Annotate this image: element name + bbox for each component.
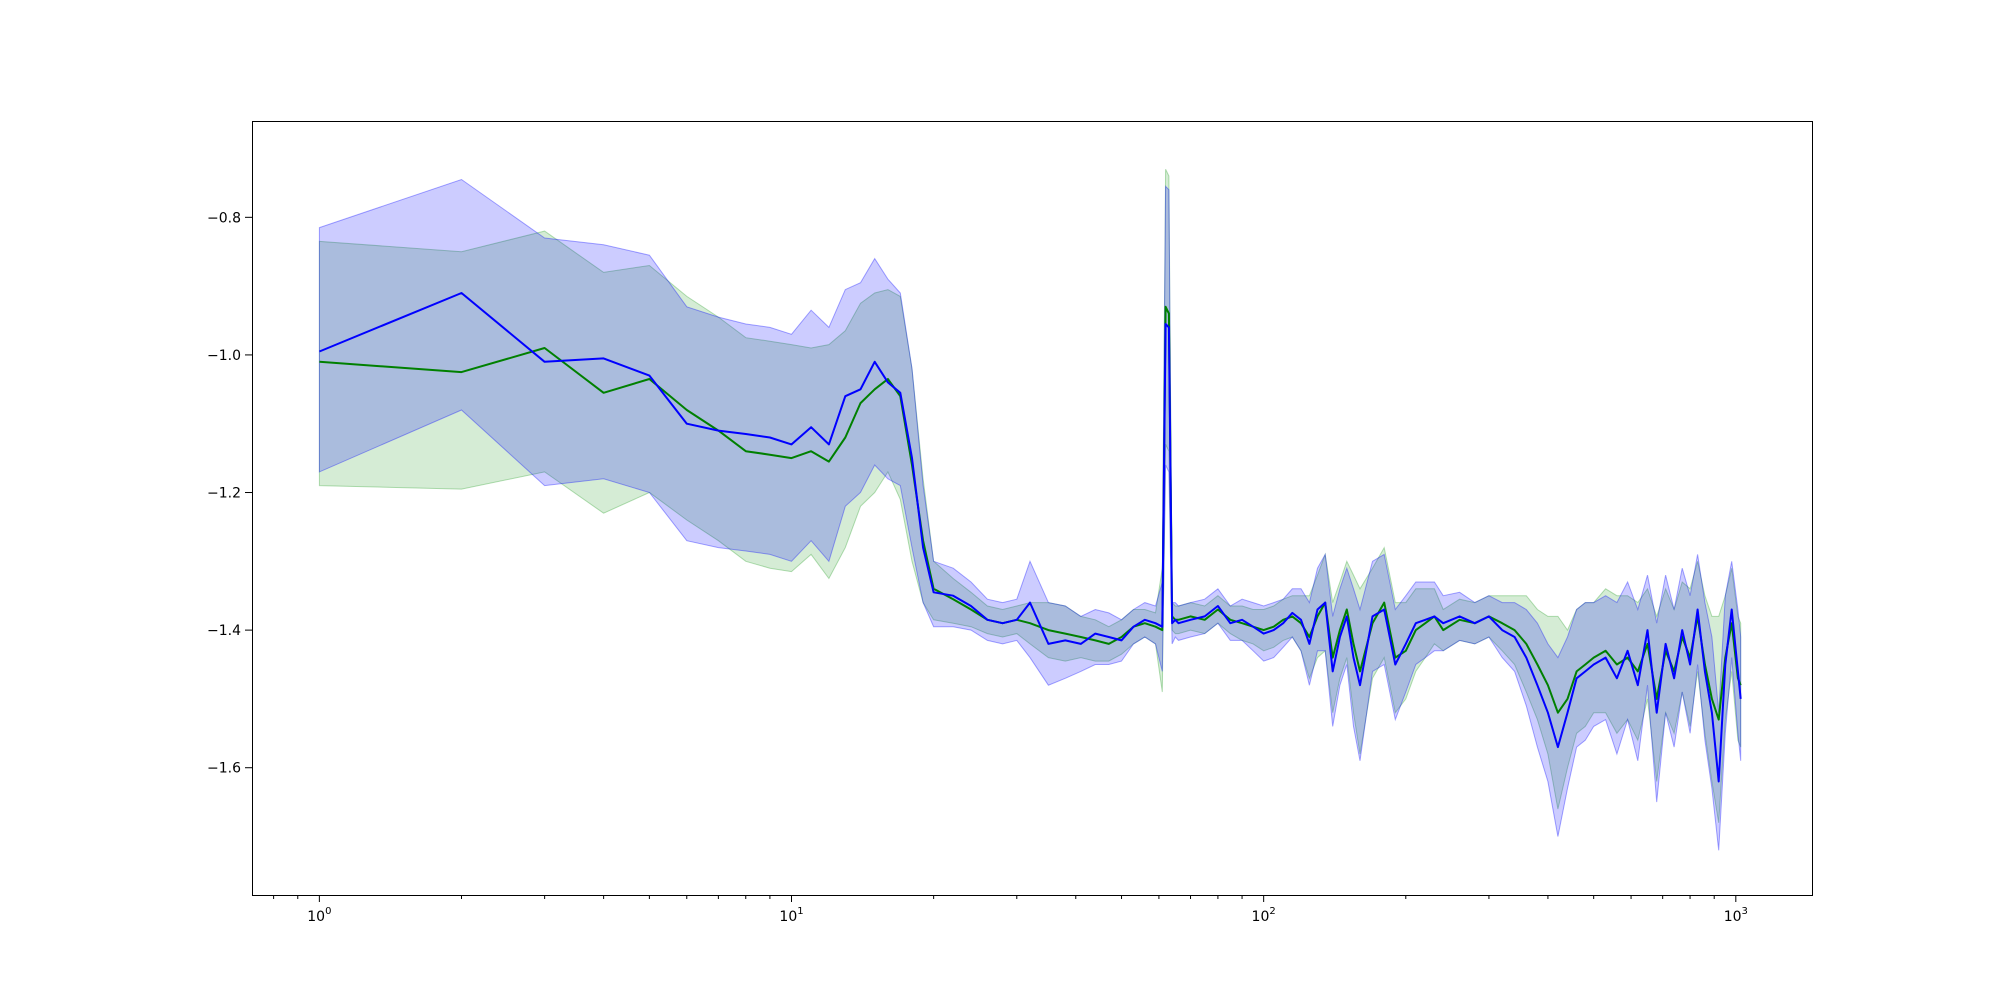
x-axis: 100 101 102 103 [273, 895, 1748, 925]
series-lines [319, 292, 1742, 783]
x-tick-label-base: 10 [779, 909, 797, 925]
y-tick-label-1: −1.0 [207, 348, 241, 364]
y-tick-label-0: −0.8 [207, 210, 241, 226]
x-tick-label-base: 10 [307, 909, 325, 925]
x-tick-label-exponent: 0 [325, 906, 331, 917]
series-1-band [318, 168, 1742, 823]
plot-frame [252, 121, 1813, 896]
y-tick-label-3: −1.4 [207, 623, 241, 639]
confidence-bands [318, 168, 1742, 851]
x-tick-label-2: 102 [1252, 906, 1276, 925]
x-tick-label-1: 101 [779, 906, 803, 925]
x-tick-label-exponent: 2 [1269, 906, 1275, 917]
y-tick-label-2: −1.2 [207, 486, 241, 502]
x-tick-label-base: 10 [1252, 909, 1270, 925]
series-2-line [319, 292, 1742, 783]
x-tick-label-exponent: 3 [1742, 906, 1748, 917]
x-tick-label-base: 10 [1724, 909, 1742, 925]
y-axis: −0.8 −1.0 −1.2 −1.4 −1.6 [207, 210, 252, 777]
x-tick-label-0: 100 [307, 906, 331, 925]
x-tick-label-exponent: 1 [797, 906, 803, 917]
y-tick-label-4: −1.6 [207, 761, 241, 777]
x-tick-label-3: 103 [1724, 906, 1748, 925]
series-2-band [318, 178, 1742, 851]
